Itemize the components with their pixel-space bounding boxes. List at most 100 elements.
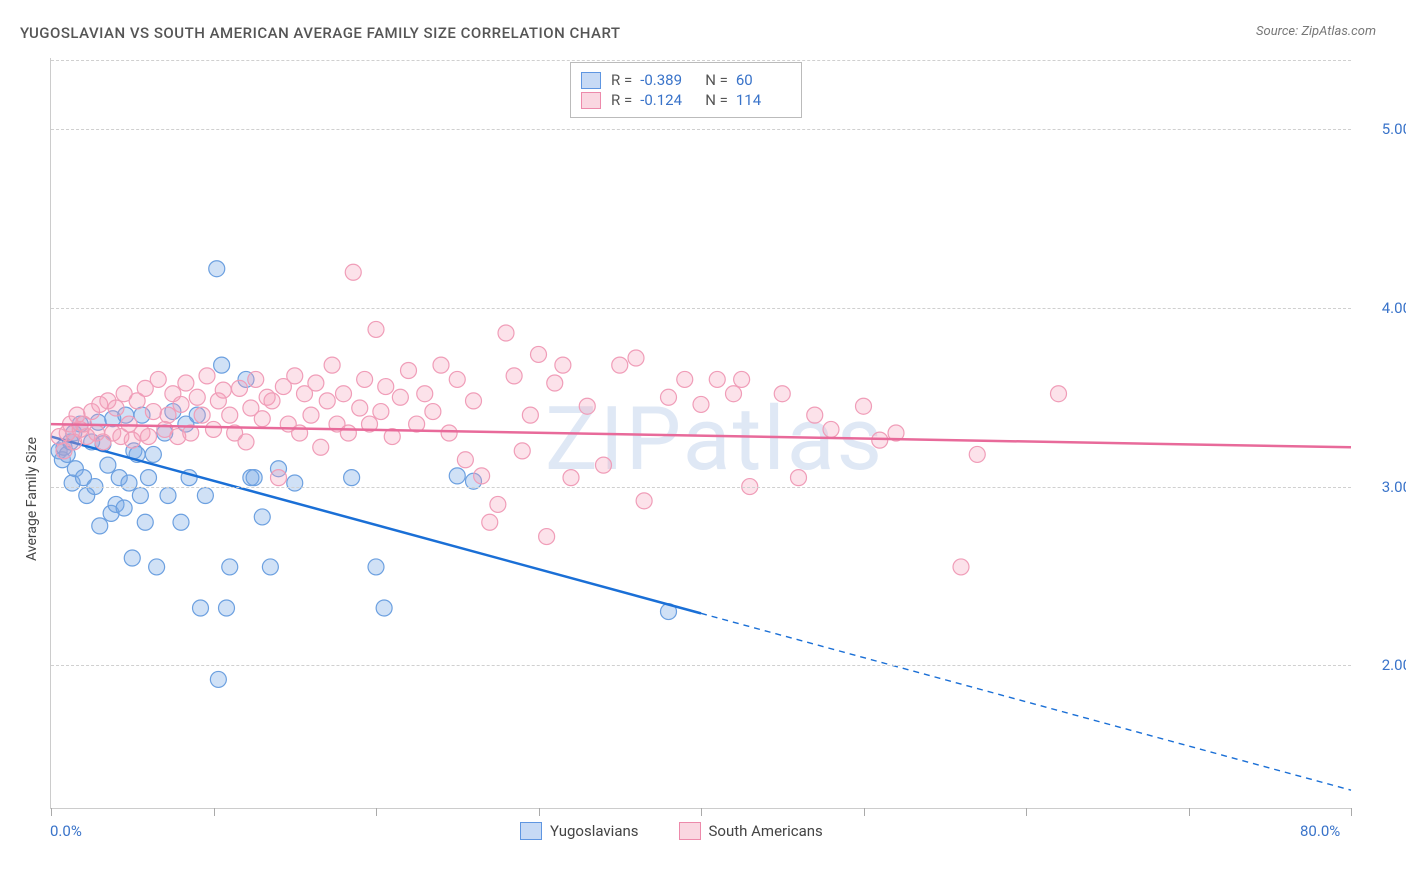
scatter-point [579,398,595,414]
scatter-point [563,470,579,486]
scatter-point [210,671,226,687]
scatter-point [344,470,360,486]
swatch-icon [679,822,701,840]
stat-r-label: R = [611,71,632,89]
scatter-point [506,368,522,384]
scatter-point [150,371,166,387]
scatter-point [352,400,368,416]
x-tick [539,808,540,816]
scatter-point [141,429,157,445]
legend-item-south-americans: South Americans [679,822,823,840]
scatter-point [612,357,628,373]
scatter-point [248,371,264,387]
x-tick [1351,808,1352,816]
scatter-point [373,404,389,420]
scatter-point [92,518,108,534]
source-attribution: Source: ZipAtlas.com [1256,24,1376,39]
x-tick [864,808,865,816]
scatter-point [238,434,254,450]
x-axis-min-label: 0.0% [50,822,82,840]
scatter-point [145,446,161,462]
x-tick [214,808,215,816]
scatter-point [149,559,165,575]
scatter-point [137,514,153,530]
scatter-point [141,470,157,486]
scatter-point [433,357,449,373]
scatter-point [856,398,872,414]
scatter-point [1051,386,1067,402]
source-name: ZipAtlas.com [1301,24,1376,39]
scatter-point [376,600,392,616]
x-tick [1026,808,1027,816]
scatter-point [222,407,238,423]
scatter-point [313,439,329,455]
scatter-point [368,559,384,575]
scatter-point [636,493,652,509]
chart-title: YUGOSLAVIAN VS SOUTH AMERICAN AVERAGE FA… [20,24,621,42]
y-tick-label: 4.00 [1361,299,1406,317]
scatter-point [271,470,287,486]
legend-label: South Americans [709,822,823,840]
scatter-point [178,375,194,391]
scatter-point [303,407,319,423]
scatter-point [449,371,465,387]
scatter-point [214,357,230,373]
scatter-point [482,514,498,530]
scatter-point [199,368,215,384]
scatter-point [336,386,352,402]
stat-r-label: R = [611,91,632,109]
legend-item-yugoslavians: Yugoslavians [520,822,639,840]
scatter-point [145,404,161,420]
scatter-point [474,468,490,484]
x-tick [376,808,377,816]
scatter-point [160,407,176,423]
scatter-point [194,407,210,423]
scatter-point [693,396,709,412]
gridline [51,308,1351,309]
x-axis-max-label: 80.0% [1300,822,1340,840]
stat-r-value: -0.124 [640,91,695,109]
y-axis-label: Average Family Size [24,436,40,560]
scatter-point [401,363,417,379]
scatter-point [215,382,231,398]
x-tick [51,808,52,816]
scatter-point [287,368,303,384]
scatter-point [774,386,790,402]
stats-row-south-americans: R = -0.124 N = 114 [581,91,791,109]
scatter-point [378,379,394,395]
scatter-point [357,371,373,387]
stat-n-label: N = [705,71,728,89]
source-prefix: Source: [1256,24,1301,39]
stat-r-value: -0.389 [640,71,695,89]
scatter-point [457,452,473,468]
scatter-point [596,457,612,473]
y-tick-label: 3.00 [1361,478,1406,496]
scatter-point [132,488,148,504]
scatter-point [219,600,235,616]
scatter-point [345,264,361,280]
scatter-point [969,446,985,462]
scatter-point [441,425,457,441]
chart-plot-area: ZIPatlas 2.003.004.005.00 [50,58,1351,809]
stat-n-value: 60 [736,71,791,89]
stats-row-yugoslavians: R = -0.389 N = 60 [581,71,791,89]
scatter-point [823,421,839,437]
scatter-point [189,389,205,405]
swatch-icon [581,72,601,89]
regression-line-extrapolated [701,613,1351,790]
scatter-point [547,375,563,391]
scatter-point [206,421,222,437]
scatter-point [193,600,209,616]
scatter-point [232,380,248,396]
scatter-point [498,325,514,341]
swatch-icon [581,92,601,109]
legend: Yugoslavians South Americans [520,822,823,840]
scatter-point [340,425,356,441]
stat-n-value: 114 [736,91,791,109]
scatter-point [173,396,189,412]
scatter-point [246,470,262,486]
scatter-point [308,375,324,391]
scatter-point [522,407,538,423]
y-tick-label: 2.00 [1361,656,1406,674]
scatter-point [539,529,555,545]
